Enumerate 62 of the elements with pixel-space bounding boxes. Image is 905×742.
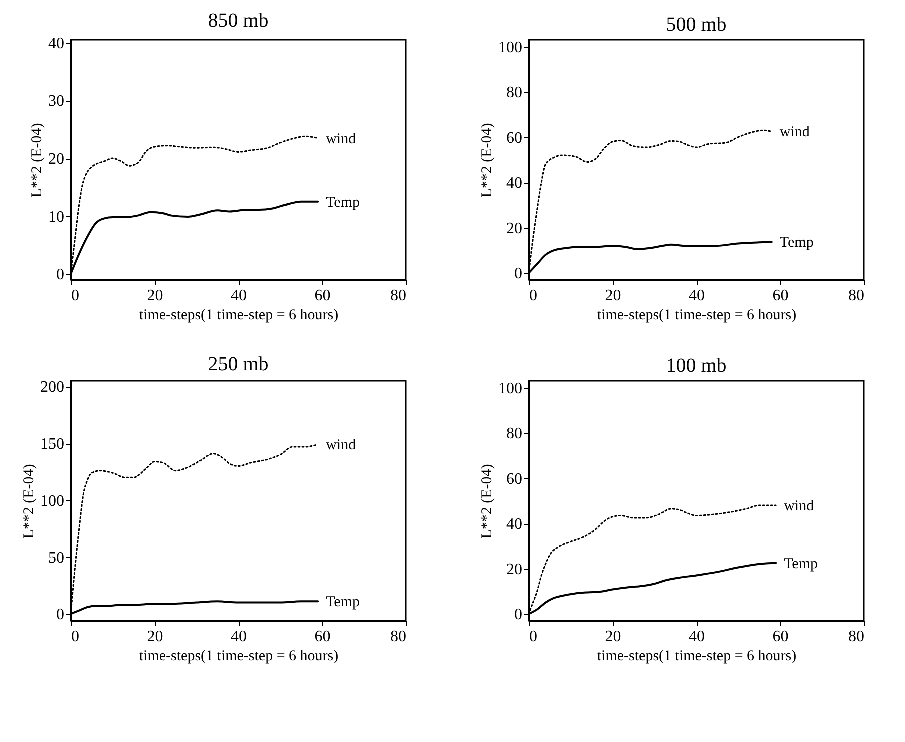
chart-title: 100 mb <box>666 354 727 377</box>
y-tick-label: 100 <box>498 39 522 56</box>
y-tick-label: 80 <box>506 426 522 443</box>
y-tick-label: 40 <box>506 175 522 192</box>
y-tick-label: 50 <box>48 550 64 567</box>
y-axis-title: L**2 (E-04) <box>480 123 496 198</box>
x-tick-label: 20 <box>605 628 622 646</box>
x-tick-label: 40 <box>231 288 247 304</box>
y-tick-label: 200 <box>40 379 64 396</box>
y-tick-label: 20 <box>506 561 522 578</box>
x-axis-title: time-steps(1 time-step = 6 hours) <box>597 648 797 664</box>
x-tick-label: 0 <box>72 288 80 304</box>
x-tick-label: 0 <box>72 628 80 646</box>
y-tick-label: 100 <box>498 380 522 398</box>
x-tick-label: 60 <box>314 628 331 646</box>
x-tick-label: 40 <box>689 288 705 304</box>
y-tick-label: 30 <box>48 93 64 110</box>
y-tick-label: 0 <box>56 606 64 624</box>
x-tick-label: 20 <box>147 288 164 304</box>
y-tick-label: 150 <box>40 436 64 454</box>
y-tick-label: 20 <box>48 151 64 168</box>
y-axis-title: L**2 (E-04) <box>30 123 46 198</box>
x-tick-label: 80 <box>390 628 406 646</box>
y-tick-label: 0 <box>514 266 522 283</box>
series-label: wind <box>784 498 815 515</box>
x-tick-label: 0 <box>530 288 538 304</box>
x-tick-label: 40 <box>231 628 247 646</box>
x-tick-label: 20 <box>147 628 164 646</box>
x-axis-title: time-steps(1 time-step = 6 hours) <box>139 648 339 664</box>
y-tick-label: 100 <box>40 492 64 510</box>
x-tick-label: 80 <box>848 628 864 646</box>
x-tick-label: 80 <box>848 288 864 304</box>
y-tick-label: 80 <box>506 84 522 102</box>
y-tick-label: 0 <box>514 606 522 624</box>
series-label: wind <box>780 124 810 141</box>
x-tick-label: 60 <box>772 628 789 646</box>
y-tick-label: 0 <box>56 266 64 284</box>
series-label: wind <box>326 131 357 148</box>
y-axis-title: L**2 (E-04) <box>480 464 496 539</box>
series-label: Temp <box>326 194 360 211</box>
series-label: wind <box>326 438 357 454</box>
x-tick-label: 60 <box>772 288 789 304</box>
y-tick-label: 60 <box>506 470 522 488</box>
x-tick-label: 80 <box>390 288 406 304</box>
y-tick-label: 10 <box>48 208 64 226</box>
chart-title: 850 mb <box>208 10 269 32</box>
series-label: Temp <box>780 235 814 252</box>
x-axis-title: time-steps(1 time-step = 6 hours) <box>597 308 797 324</box>
series-label: Temp <box>326 594 360 611</box>
x-axis-title: time-steps(1 time-step = 6 hours) <box>139 308 339 324</box>
chart-title: 250 mb <box>208 354 269 376</box>
x-tick-label: 0 <box>530 628 538 646</box>
y-tick-label: 20 <box>506 220 522 238</box>
x-tick-label: 60 <box>314 288 331 304</box>
series-label: Temp <box>784 556 818 572</box>
y-tick-label: 40 <box>48 35 64 52</box>
y-tick-label: 40 <box>506 516 522 534</box>
x-tick-label: 20 <box>605 288 622 304</box>
y-axis-title: L**2 (E-04) <box>22 464 38 539</box>
x-tick-label: 40 <box>689 628 705 646</box>
chart-title: 500 mb <box>666 14 727 36</box>
y-tick-label: 60 <box>506 130 522 147</box>
